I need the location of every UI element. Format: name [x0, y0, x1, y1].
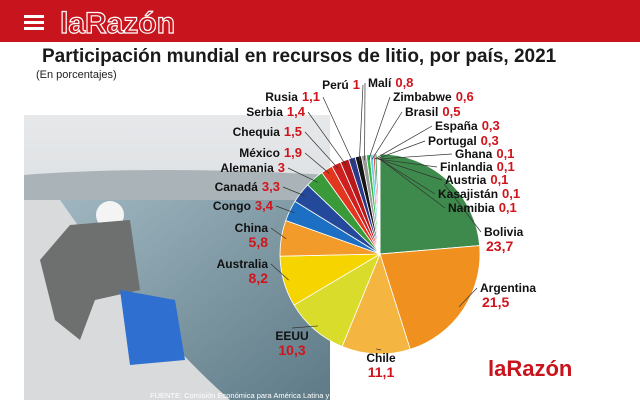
- value-label: 11,1: [368, 364, 395, 380]
- footer-logo: laRazón: [488, 356, 572, 381]
- slice-label-group: Congo 3,4: [213, 198, 274, 213]
- slice-label-group: Brasil 0,5: [405, 104, 460, 119]
- value-label: 0,6: [456, 89, 474, 104]
- slice-label: Ghana: [455, 147, 493, 161]
- value-label: 0,8: [395, 75, 413, 90]
- value-label: 0,1: [490, 172, 508, 187]
- slice-label: Portugal: [428, 134, 477, 148]
- value-label: 0,5: [442, 104, 460, 119]
- value-label: 10,3: [278, 342, 305, 358]
- slice-label: Argentina: [480, 281, 536, 295]
- value-label: 1,1: [302, 89, 320, 104]
- slice-label: España: [435, 119, 478, 133]
- slice-label: Austria: [445, 173, 487, 187]
- slice-label: Bolivia: [484, 225, 524, 239]
- slice-label: EEUU: [275, 329, 308, 343]
- header-logo[interactable]: laRazón: [60, 7, 175, 40]
- value-label: 3,3: [262, 179, 280, 194]
- slice-label-group: Perú 1: [322, 77, 360, 92]
- source-note: FUENTE: Comisión Económica para América …: [150, 391, 624, 400]
- value-label: 1,5: [284, 124, 302, 139]
- slice-label: Brasil: [405, 105, 438, 119]
- value-label: 0,3: [482, 118, 500, 133]
- value-label: 8,2: [249, 270, 269, 286]
- value-label: 0,1: [499, 200, 517, 215]
- value-label: 3,4: [255, 198, 274, 213]
- slice-label: Australia: [217, 257, 269, 271]
- value-label: 1: [353, 77, 360, 92]
- slice-label: México: [239, 146, 280, 160]
- slice-label-group: Namibia 0,1: [448, 200, 517, 215]
- value-label: 21,5: [482, 294, 509, 310]
- slice-label: Alemania: [220, 161, 274, 175]
- slice-label: Serbia: [246, 105, 283, 119]
- slice-label-group: Serbia 1,4: [246, 104, 306, 119]
- slice-label: Chile: [366, 351, 396, 365]
- menu-icon[interactable]: [24, 15, 44, 30]
- value-label: 23,7: [486, 238, 513, 254]
- value-label: 5,8: [249, 234, 269, 250]
- slice-label: Perú: [322, 78, 349, 92]
- slice-label: Namibia: [448, 201, 495, 215]
- value-label: 3: [278, 160, 285, 175]
- slice-label: Congo: [213, 199, 251, 213]
- slice-label: China: [235, 221, 269, 235]
- slice-label: Rusia: [265, 90, 298, 104]
- slice-label: Chequia: [233, 125, 281, 139]
- slice-label: Zimbabwe: [393, 90, 452, 104]
- slice-label-group: España 0,3: [435, 118, 500, 133]
- chart-subtitle: (En porcentajes): [36, 69, 117, 81]
- slice-label-group: Rusia 1,1: [265, 89, 320, 104]
- slice-label-group: México 1,9: [239, 145, 302, 160]
- slice-label: Canadá: [215, 180, 259, 194]
- value-label: 1,4: [287, 104, 306, 119]
- slice-label: Finlandia: [440, 160, 493, 174]
- value-label: 1,9: [284, 145, 302, 160]
- slice-label: Kasajistán: [438, 187, 498, 201]
- slice-label-group: Kasajistán 0,1: [438, 186, 520, 201]
- slice-label-group: Zimbabwe 0,6: [393, 89, 474, 104]
- chart-title: Participación mundial en recursos de lit…: [42, 46, 557, 67]
- slice-label: Malí: [368, 76, 392, 90]
- value-label: 0,1: [502, 186, 520, 201]
